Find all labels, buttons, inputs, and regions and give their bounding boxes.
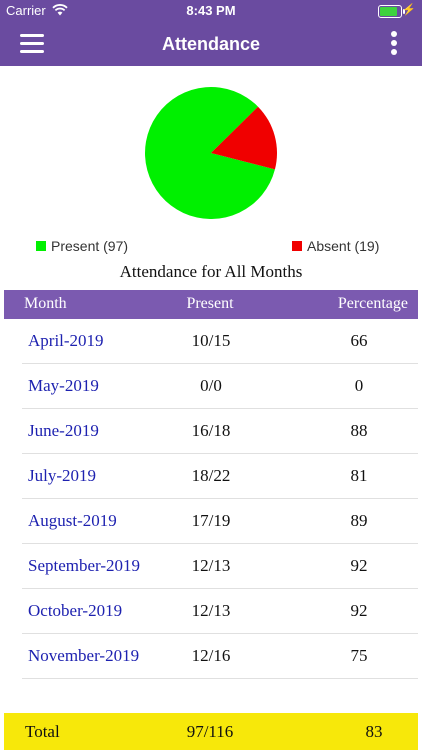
table-row[interactable]: November-2019 12/16 75: [22, 634, 418, 679]
percentage-value: 89: [350, 511, 368, 530]
month-link[interactable]: August-2019: [28, 511, 117, 530]
table-row[interactable]: April-2019 10/15 66: [22, 319, 418, 364]
attendance-table-body: April-2019 10/15 66 May-2019 0/0 0 June-…: [0, 319, 422, 679]
percentage-value: 75: [350, 646, 368, 665]
battery-icon: [378, 5, 405, 18]
legend-label-absent: Absent (19): [307, 238, 380, 254]
present-count: 17/19: [191, 511, 231, 530]
month-link[interactable]: May-2019: [28, 376, 99, 395]
percentage-value: 81: [350, 466, 368, 485]
app-bar: Attendance: [0, 22, 422, 66]
wifi-icon: [52, 4, 68, 16]
total-label: Total: [25, 722, 60, 741]
month-link[interactable]: September-2019: [28, 556, 141, 575]
month-link[interactable]: October-2019: [28, 601, 123, 620]
percentage-value: 92: [350, 556, 368, 575]
present-count: 12/13: [191, 556, 231, 575]
legend-absent: Absent (19): [292, 238, 379, 254]
table-row[interactable]: September-2019 12/13 92: [22, 544, 418, 589]
table-row[interactable]: August-2019 17/19 89: [22, 499, 418, 544]
more-options-icon[interactable]: [390, 31, 398, 57]
pie-slice-absent: [211, 106, 277, 170]
pie-slice-present: [145, 87, 275, 219]
attendance-pie-chart: [145, 87, 277, 219]
legend-present: Present (97): [36, 238, 128, 254]
month-link[interactable]: June-2019: [28, 421, 99, 440]
month-link[interactable]: July-2019: [28, 466, 96, 485]
charging-icon: ⚡: [402, 4, 416, 16]
clock: 8:43 PM: [186, 3, 236, 18]
header-month: Month: [24, 295, 67, 312]
table-row[interactable]: May-2019 0/0 0: [22, 364, 418, 409]
table-row[interactable]: October-2019 12/13 92: [22, 589, 418, 634]
month-link[interactable]: April-2019: [28, 331, 104, 350]
present-count: 18/22: [191, 466, 231, 485]
total-percentage: 83: [365, 722, 383, 741]
legend-swatch-absent: [292, 241, 302, 251]
present-count: 0/0: [200, 376, 222, 395]
month-link[interactable]: November-2019: [28, 646, 140, 665]
header-present: Present: [186, 295, 234, 312]
hamburger-menu-icon[interactable]: [20, 34, 44, 54]
percentage-value: 88: [350, 421, 368, 440]
percentage-value: 66: [350, 331, 368, 350]
total-row: Total 97/116 83: [4, 713, 418, 750]
header-percentage: Percentage: [337, 295, 408, 312]
total-present: 97/116: [186, 722, 234, 741]
table-row[interactable]: June-2019 16/18 88: [22, 409, 418, 454]
present-count: 10/15: [191, 331, 231, 350]
percentage-value: 0: [354, 376, 364, 395]
status-bar: Carrier 8:43 PM ⚡: [0, 0, 422, 22]
table-row[interactable]: July-2019 18/22 81: [22, 454, 418, 499]
chart-title: Attendance for All Months: [119, 262, 303, 281]
carrier-label: Carrier: [6, 3, 46, 18]
table-header: Month Present Percentage: [4, 290, 418, 319]
present-count: 12/13: [191, 601, 231, 620]
legend-swatch-present: [36, 241, 46, 251]
page-title: Attendance: [161, 34, 260, 54]
present-count: 16/18: [191, 421, 231, 440]
present-count: 12/16: [191, 646, 231, 665]
percentage-value: 92: [350, 601, 368, 620]
legend-label-present: Present (97): [51, 238, 129, 254]
